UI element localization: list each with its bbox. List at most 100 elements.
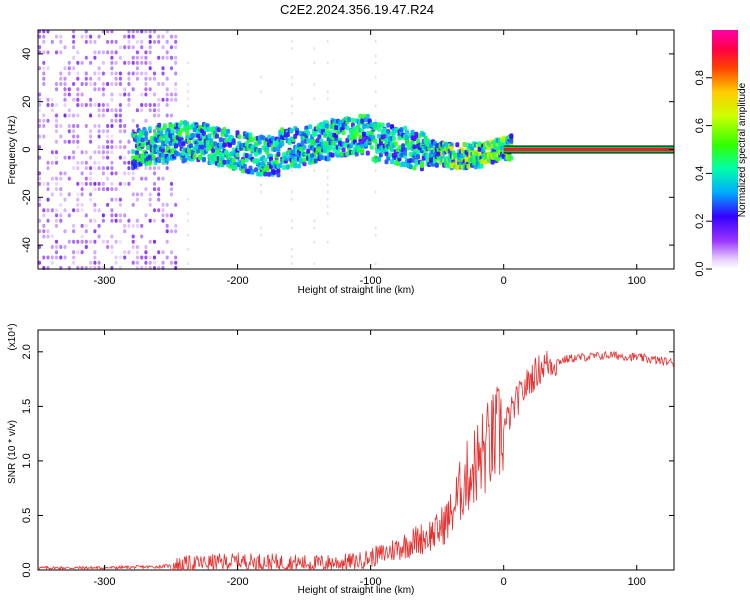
spectrogram-cell	[55, 218, 58, 223]
spectrogram-cell	[89, 34, 93, 39]
spectrogram-cell	[148, 218, 152, 223]
spectrogram-cell	[84, 76, 88, 81]
spectrogram-cell	[477, 150, 482, 156]
spectrogram-cell	[84, 245, 88, 249]
spectrogram-cell	[114, 60, 118, 65]
spectrogram-cell	[401, 143, 406, 149]
spectrogram-cell	[157, 97, 161, 102]
spectrogram-cell	[462, 142, 467, 147]
spectrogram-cell	[185, 131, 190, 136]
x-tick-label: -100	[360, 576, 382, 588]
spectrogram-cell	[161, 34, 165, 39]
spectrogram-cell	[80, 103, 84, 107]
spectrogram-cell	[365, 150, 370, 156]
colorbar-tick-label: 0.0	[694, 261, 706, 276]
spectrogram-cell	[326, 40, 329, 43]
spectrogram-cell	[403, 150, 408, 156]
spectrogram-cell	[46, 229, 50, 234]
spectrogram-cell	[165, 202, 169, 207]
spectrogram-cell	[127, 150, 131, 155]
spectrogram-cell	[42, 181, 46, 186]
spectrogram-cell	[118, 181, 122, 186]
spectrogram-cell	[233, 165, 238, 170]
spectrogram-cell	[118, 82, 122, 86]
spectrogram-cell	[59, 71, 63, 76]
spectrogram-cell	[72, 34, 76, 39]
spectrogram-cell	[161, 202, 165, 207]
spectrogram-cell	[135, 250, 139, 255]
spectrogram-cell	[63, 45, 67, 50]
spectrogram-cell	[42, 60, 46, 65]
spectrogram-cell	[93, 187, 97, 192]
spectrogram-cell	[97, 113, 101, 118]
spectrogram-cell	[59, 192, 63, 197]
spectrogram-cell	[222, 159, 227, 165]
spectrogram-cell	[110, 92, 114, 97]
spectrogram-cell	[101, 218, 105, 223]
spectrogram-cell	[165, 113, 169, 118]
spectrogram-cell	[123, 124, 127, 128]
spectrogram-cell	[106, 176, 110, 181]
spectrogram-cell	[101, 60, 105, 65]
spectrogram-cell	[89, 181, 93, 186]
spectrogram-cell	[127, 71, 131, 76]
spectrogram-cell	[222, 142, 227, 148]
spectrogram-cell	[50, 255, 54, 260]
spectrogram-cell	[106, 150, 110, 155]
spectrogram-cell	[165, 239, 169, 244]
spectrogram-cell	[63, 103, 67, 107]
spectrogram-cell	[161, 55, 165, 60]
spectrogram-cell	[110, 118, 114, 123]
spectrogram-cell	[110, 108, 114, 113]
spectrogram-cell	[187, 83, 189, 86]
spectrogram-cell	[38, 134, 41, 139]
spectrogram-cell	[260, 190, 263, 194]
spectrogram-cell	[148, 76, 152, 81]
spectrogram-cell	[72, 129, 76, 134]
spectrogram-cell	[170, 229, 173, 234]
spectrogram-cell	[55, 155, 58, 160]
spectrogram-cell	[93, 82, 97, 86]
spectrogram-cell	[55, 250, 58, 255]
spectrogram-cell	[123, 181, 127, 186]
spectrogram-cell	[67, 108, 71, 113]
spectrogram-cell	[362, 131, 367, 137]
spectrogram-cell	[390, 147, 395, 153]
spectrogram-cell	[144, 187, 148, 192]
spectrogram-cell	[302, 144, 307, 150]
spectrogram-cell	[127, 250, 131, 255]
spectrogram-cell	[144, 136, 149, 142]
spectrogram-cell	[110, 97, 114, 102]
spectrogram-cell	[313, 47, 316, 51]
spectrogram-cell	[97, 50, 101, 55]
x-tick-label: -200	[227, 275, 249, 287]
spectrogram-cell	[97, 108, 101, 113]
spectrogram-cell	[257, 139, 262, 145]
spectrogram-cell	[280, 141, 285, 147]
spectrogram-cell	[386, 122, 391, 128]
spectrogram-cell	[76, 145, 80, 150]
spectrogram-cell	[123, 87, 127, 92]
spectrogram-cell	[114, 39, 118, 44]
spectrogram-x-label: Height of straight line (km)	[298, 285, 415, 296]
spectrogram-cell	[55, 223, 58, 228]
spectrogram-cell	[63, 76, 67, 81]
spectrogram-cell	[211, 148, 216, 154]
spectrogram-cell	[97, 166, 101, 171]
spectrogram-cell	[38, 171, 41, 176]
spectrogram-cell	[110, 160, 114, 165]
spectrogram-cell	[106, 245, 110, 249]
spectrogram-cell	[177, 131, 182, 137]
spectrogram-cell	[97, 87, 101, 92]
spectrogram-cell	[76, 192, 80, 197]
spectrogram-cell	[144, 245, 148, 249]
spectrogram-cell	[55, 129, 58, 134]
spectrogram-cell	[140, 176, 144, 181]
spectrogram-cell	[135, 260, 139, 265]
spectrogram-cell	[161, 213, 165, 218]
colorbar-tick-label: 0.4	[694, 166, 706, 181]
spectrogram-cell	[148, 260, 152, 265]
spectrogram-cell	[97, 66, 101, 71]
spectrogram-cell	[135, 197, 139, 202]
spectrogram-cell	[209, 159, 214, 165]
